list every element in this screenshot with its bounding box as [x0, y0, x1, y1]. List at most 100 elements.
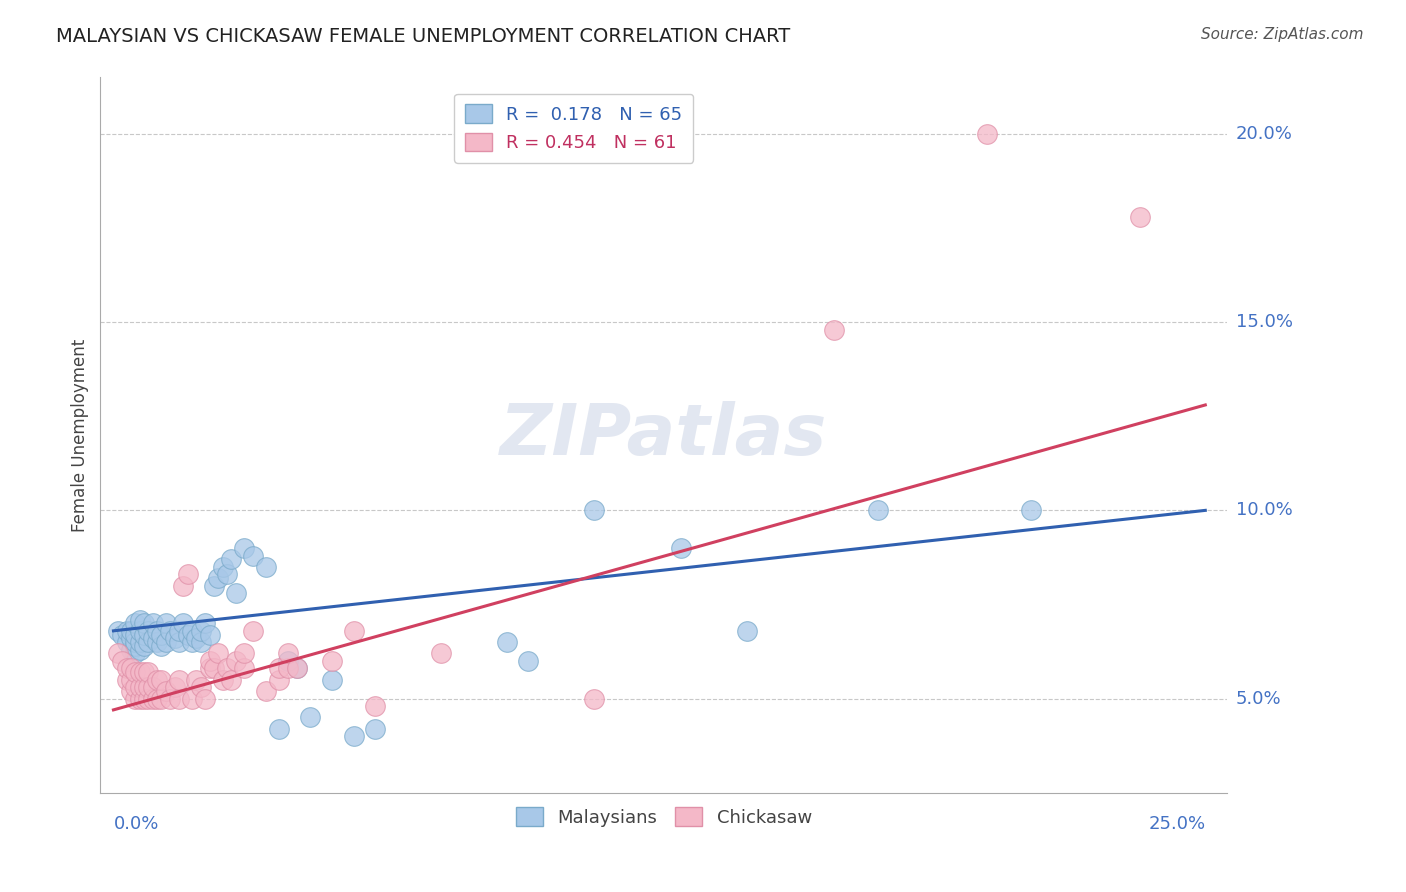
Point: [343, 624, 366, 638]
Point: [211, 559, 233, 574]
Point: [207, 571, 229, 585]
Point: [142, 691, 165, 706]
Point: [155, 684, 177, 698]
Point: [321, 654, 343, 668]
Point: [138, 681, 160, 695]
Point: [582, 503, 605, 517]
Point: [285, 661, 308, 675]
Point: [163, 681, 186, 695]
Point: [138, 691, 160, 706]
Point: [176, 627, 198, 641]
Point: [155, 635, 177, 649]
Point: [150, 691, 173, 706]
Point: [124, 647, 146, 661]
Point: [225, 586, 247, 600]
Point: [124, 691, 146, 706]
Point: [671, 541, 693, 555]
Point: [181, 635, 204, 649]
Point: [155, 616, 177, 631]
Point: [146, 635, 169, 649]
Point: [120, 684, 142, 698]
Point: [172, 616, 194, 631]
Point: [159, 691, 181, 706]
Point: [124, 635, 146, 649]
Point: [269, 673, 291, 687]
Point: [142, 681, 165, 695]
Point: [194, 616, 217, 631]
Point: [146, 673, 169, 687]
Point: [167, 624, 190, 638]
Point: [176, 567, 198, 582]
Point: [198, 661, 221, 675]
Point: [198, 654, 221, 668]
Point: [115, 635, 138, 649]
Point: [735, 624, 758, 638]
Point: [120, 642, 142, 657]
Point: [181, 691, 204, 706]
Point: [124, 616, 146, 631]
Point: [124, 665, 146, 680]
Point: [138, 624, 160, 638]
Point: [221, 673, 243, 687]
Point: [211, 673, 233, 687]
Point: [277, 654, 299, 668]
Point: [186, 632, 208, 646]
Point: [111, 654, 134, 668]
Point: [150, 639, 173, 653]
Text: 25.0%: 25.0%: [1149, 815, 1205, 833]
Point: [115, 673, 138, 687]
Point: [128, 665, 150, 680]
Point: [364, 699, 387, 714]
Point: [364, 722, 387, 736]
Point: [111, 627, 134, 641]
Point: [233, 541, 256, 555]
Text: 5.0%: 5.0%: [1236, 690, 1281, 707]
Point: [167, 673, 190, 687]
Point: [120, 624, 142, 638]
Point: [142, 616, 165, 631]
Point: [128, 624, 150, 638]
Point: [202, 661, 225, 675]
Point: [207, 647, 229, 661]
Point: [190, 681, 212, 695]
Point: [202, 579, 225, 593]
Point: [120, 673, 142, 687]
Point: [107, 647, 129, 661]
Point: [254, 559, 277, 574]
Point: [146, 691, 169, 706]
Point: [167, 635, 190, 649]
Point: [120, 661, 142, 675]
Point: [517, 654, 540, 668]
Point: [186, 673, 208, 687]
Point: [132, 681, 155, 695]
Point: [128, 681, 150, 695]
Y-axis label: Female Unemployment: Female Unemployment: [72, 338, 89, 532]
Point: [138, 665, 160, 680]
Point: [343, 729, 366, 743]
Point: [221, 552, 243, 566]
Point: [132, 627, 155, 641]
Point: [190, 624, 212, 638]
Point: [107, 624, 129, 638]
Point: [138, 635, 160, 649]
Point: [198, 627, 221, 641]
Point: [269, 722, 291, 736]
Point: [866, 503, 889, 517]
Point: [321, 673, 343, 687]
Point: [159, 624, 181, 638]
Point: [120, 632, 142, 646]
Point: [430, 647, 453, 661]
Point: [124, 639, 146, 653]
Point: [976, 127, 998, 141]
Point: [190, 635, 212, 649]
Point: [285, 661, 308, 675]
Point: [254, 684, 277, 698]
Point: [277, 647, 299, 661]
Point: [124, 627, 146, 641]
Text: 10.0%: 10.0%: [1236, 501, 1292, 519]
Point: [146, 624, 169, 638]
Point: [128, 635, 150, 649]
Text: Source: ZipAtlas.com: Source: ZipAtlas.com: [1201, 27, 1364, 42]
Point: [150, 627, 173, 641]
Point: [132, 665, 155, 680]
